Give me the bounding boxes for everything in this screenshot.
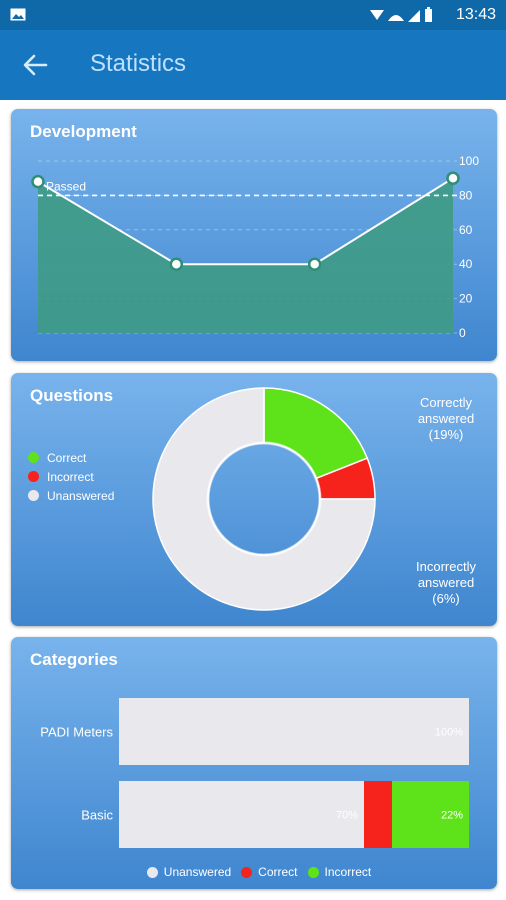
back-arrow-icon[interactable] — [22, 52, 48, 78]
bluetooth-vibrate-icon — [370, 10, 384, 20]
data-point — [31, 174, 45, 189]
legend-dot — [146, 866, 158, 878]
legend-dot — [307, 866, 319, 878]
bar-segment-unanswered — [119, 698, 469, 765]
data-point — [446, 171, 460, 185]
data-point — [169, 257, 184, 271]
bar-segment-incorrect — [392, 781, 469, 848]
questions-title: Questions — [30, 386, 114, 405]
questions-donut-chart — [152, 387, 376, 611]
categories-card: Categories PADI Meters 100% Basic 70% 22% Un… — [11, 637, 497, 889]
development-chart: Passed 100 80 60 40 20 0 — [31, 154, 479, 340]
legend-label: Unanswered — [163, 865, 232, 879]
development-card: Development Passed 100 80 60 40 20 0 — [11, 109, 497, 361]
bar-value-label: 22% — [441, 810, 463, 822]
legend-label: Unanswered — [47, 488, 115, 503]
legend-item-incorrect: Incorrect — [28, 467, 114, 486]
wifi-icon — [388, 15, 404, 21]
questions-card: Questions Correct Incorrect Unanswered C… — [11, 373, 497, 626]
battery-icon — [425, 9, 432, 22]
y-tick-label: 0 — [459, 326, 466, 340]
bar-segment-unanswered — [119, 781, 364, 848]
categories-legend: Unanswered Correct Incorrect — [11, 865, 497, 879]
status-time: 13:43 — [455, 6, 496, 23]
app-bar: Statistics — [0, 30, 506, 100]
y-tick-label: 80 — [459, 188, 473, 202]
bar-value-label: 100% — [435, 727, 463, 739]
legend-label: Correct — [47, 450, 87, 465]
category-label: PADI Meters — [40, 725, 113, 740]
y-tick-label: 60 — [459, 223, 473, 237]
development-title: Development — [30, 122, 137, 141]
legend-dot — [28, 471, 39, 482]
bar-segment-correct — [364, 781, 392, 848]
image-notification-icon — [10, 8, 26, 21]
page-title: Statistics — [90, 50, 187, 77]
legend-label: Incorrect — [324, 865, 372, 879]
development-points — [31, 171, 460, 271]
y-tick-label: 20 — [459, 292, 473, 306]
y-tick-label: 100 — [459, 154, 479, 168]
development-y-ticks: 100 80 60 40 20 0 — [459, 154, 479, 340]
donut-inner-ring — [206, 441, 322, 557]
incorrect-answered-label: Incorrectly answered (6%) — [416, 559, 476, 606]
bar-value-label: 70% — [336, 810, 358, 822]
data-point — [307, 257, 322, 271]
category-label: Basic — [81, 808, 113, 823]
legend-item-unanswered: Unanswered — [28, 486, 114, 505]
correct-answered-label: Correctly answered (19%) — [417, 395, 475, 442]
legend-label: Correct — [258, 865, 298, 879]
legend-label: Incorrect — [47, 469, 94, 484]
passed-label: Passed — [46, 179, 86, 193]
signal-icon — [408, 10, 420, 22]
system-status-icons — [370, 7, 432, 22]
legend-item-correct: Correct — [28, 448, 114, 467]
categories-bar-chart: PADI Meters 100% Basic 70% 22% — [40, 698, 469, 848]
legend-dot — [241, 866, 253, 878]
questions-legend: Correct Incorrect Unanswered — [28, 448, 114, 505]
status-bar: 13:43 — [0, 0, 506, 30]
y-tick-label: 40 — [459, 257, 473, 271]
development-line — [37, 177, 454, 266]
legend-dot — [28, 490, 39, 501]
categories-title: Categories — [30, 650, 118, 669]
development-area — [38, 178, 453, 333]
legend-dot — [28, 452, 39, 463]
